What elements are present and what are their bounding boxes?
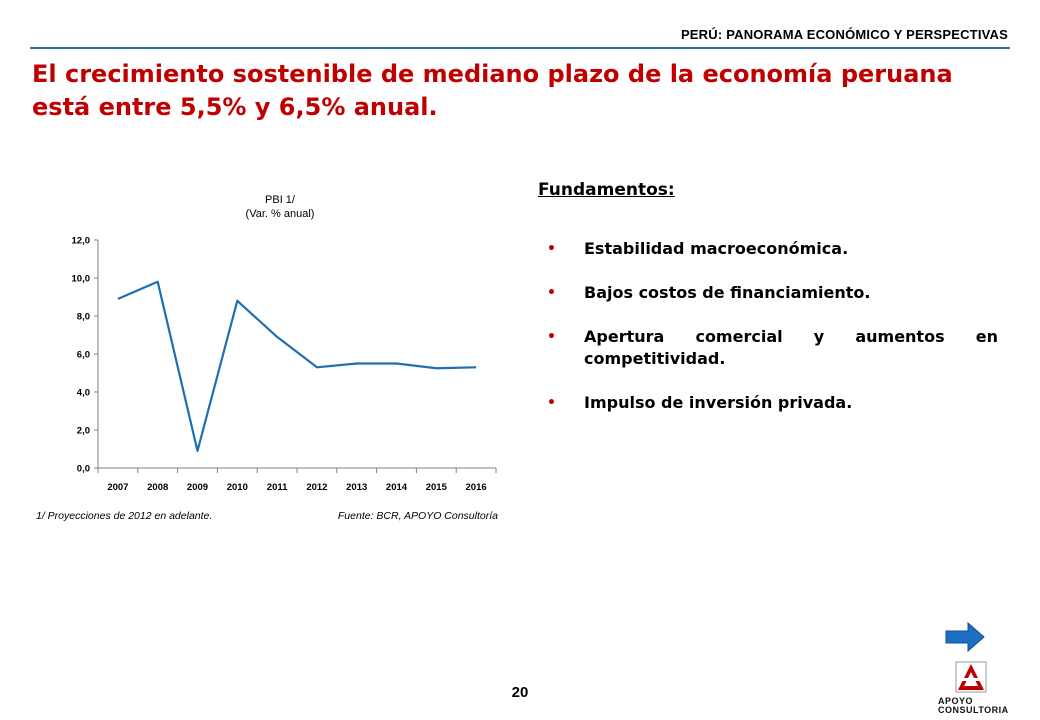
bullet-icon: • — [547, 395, 556, 411]
page-title: El crecimiento sostenible de mediano pla… — [32, 60, 953, 121]
fundamentals-title: Fundamentos: — [538, 180, 675, 200]
apoyo-consultoria-logo: APOYO CONSULTORIA — [930, 660, 1010, 716]
projection-note: 1/ Proyecciones de 2012 en adelante. — [36, 510, 213, 522]
fundamental-item-4: Impulso de inversión privada. — [584, 393, 853, 412]
chart-title: PBI 1/ — [265, 194, 295, 206]
y-tick-label: 10,0 — [72, 274, 91, 285]
y-tick-label: 12,0 — [72, 236, 91, 247]
list-item: • Estabilidad macroeconómica. — [540, 238, 998, 260]
header-divider — [30, 47, 1010, 49]
x-tick-label: 2008 — [147, 482, 168, 493]
list-item: • Apertura comercial y aumentos en compe… — [540, 326, 998, 370]
chart-title-block: PBI 1/ (Var. % anual) — [60, 193, 500, 221]
gdp-series-line — [117, 280, 477, 452]
logo-line-1: APOYO — [938, 696, 974, 706]
x-tick-label: 2013 — [346, 482, 367, 493]
fundamentals-list: • Estabilidad macroeconómica. • Bajos co… — [540, 238, 998, 414]
x-tick-label: 2011 — [267, 482, 288, 493]
y-tick-label: 0,0 — [77, 464, 90, 475]
x-tick-label: 2012 — [306, 482, 327, 493]
list-item: • Bajos costos de financiamiento. — [540, 282, 998, 304]
fundamental-item-1: Estabilidad macroeconómica. — [584, 239, 849, 258]
source-note: Fuente: BCR, APOYO Consultoría — [337, 510, 498, 522]
x-tick-label: 2014 — [386, 482, 408, 493]
bullet-icon: • — [547, 241, 556, 257]
list-item: • Impulso de inversión privada. — [540, 392, 998, 414]
logo-mark-icon — [955, 661, 987, 693]
logo-line-2: CONSULTORIA — [938, 705, 1009, 715]
chart-notes: 1/ Proyecciones de 2012 en adelante. Fue… — [36, 510, 498, 522]
bullet-icon: • — [547, 285, 556, 301]
x-tick-label: 2009 — [187, 482, 208, 493]
gdp-line-chart: 0,0 2,0 4,0 6,0 8,0 10,0 12,0 2007 2008 2009 2010… — [72, 236, 497, 493]
page-number: 20 — [511, 684, 529, 701]
x-tick-label: 2015 — [426, 482, 448, 493]
y-tick-label: 4,0 — [77, 388, 90, 399]
fundamental-item-3: Apertura comercial y aumentos en competi… — [584, 327, 998, 368]
arrow-right-icon[interactable] — [944, 620, 986, 654]
bullet-icon: • — [547, 329, 556, 345]
header-label: PERÚ: PANORAMA ECONÓMICO Y PERSPECTIVAS — [680, 27, 1008, 42]
x-tick-label: 2007 — [107, 482, 128, 493]
x-tick-label: 2010 — [227, 482, 248, 493]
fundamental-item-2: Bajos costos de financiamiento. — [584, 283, 871, 302]
y-tick-label: 6,0 — [77, 350, 90, 361]
chart-subtitle: (Var. % anual) — [245, 208, 315, 220]
x-tick-label: 2016 — [466, 482, 487, 493]
y-tick-label: 8,0 — [77, 312, 90, 323]
y-tick-label: 2,0 — [77, 426, 90, 437]
